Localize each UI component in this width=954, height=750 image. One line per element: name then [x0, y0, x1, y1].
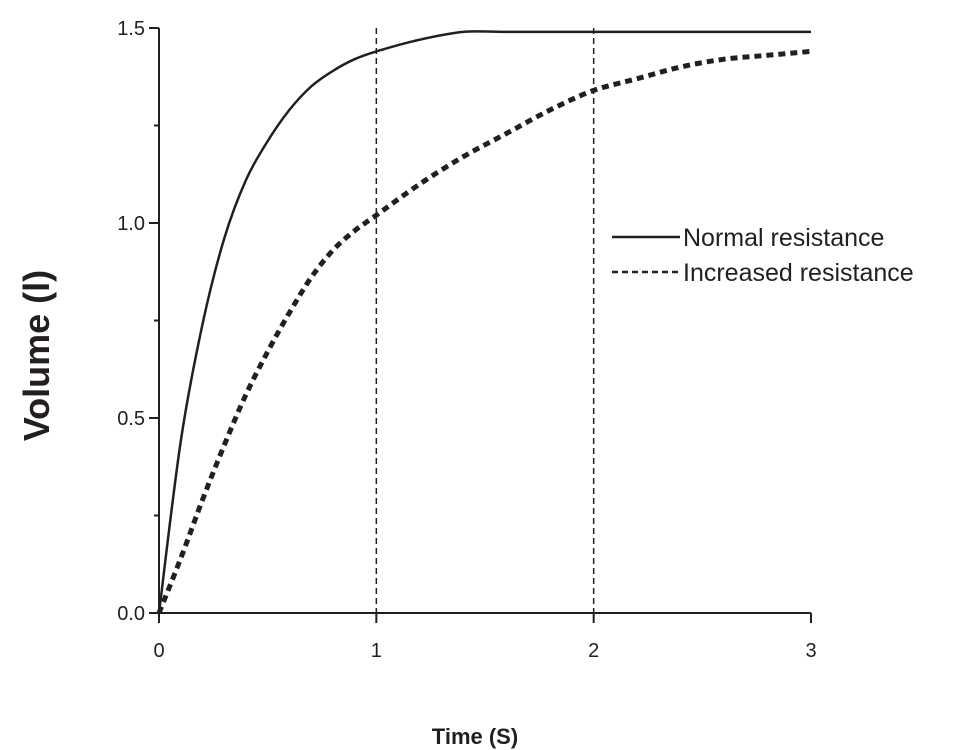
- axes: 0.0 0.5 1.0 1.5 0 1 2 3: [117, 18, 816, 662]
- y-axis-title: Volume (l): [16, 270, 57, 441]
- series-layer: [156, 30, 812, 614]
- legend-label: Increased resistance: [683, 259, 914, 287]
- y-tick-label: 1.0: [117, 213, 145, 235]
- y-tick-label: 0.5: [117, 408, 145, 430]
- x-tick-label: 1: [371, 640, 382, 662]
- x-tick-label: 2: [588, 640, 599, 662]
- y-tick-label: 1.5: [117, 18, 145, 40]
- reference-lines: [375, 28, 595, 613]
- x-tick-label: 0: [153, 640, 164, 662]
- series-line-increased-resistance: [156, 48, 812, 614]
- x-tick-label: 3: [805, 640, 816, 662]
- y-tick-label: 0.0: [117, 603, 145, 625]
- x-axis-title: Time (S): [432, 724, 518, 749]
- series-line-normal-resistance: [157, 30, 811, 614]
- legend-label: Normal resistance: [683, 224, 884, 252]
- legend: Normal resistance Increased resistance: [612, 224, 914, 287]
